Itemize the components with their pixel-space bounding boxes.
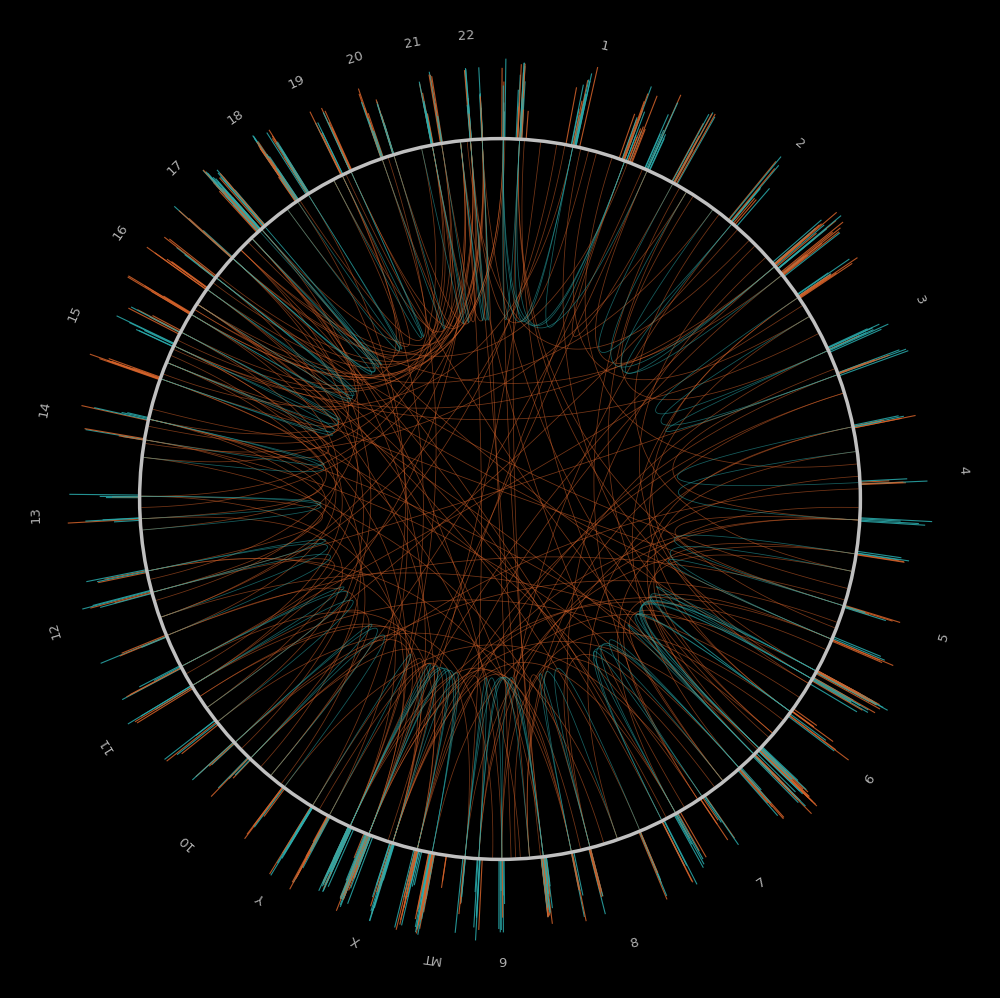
Text: 15: 15 (65, 303, 84, 323)
Text: 18: 18 (225, 107, 247, 127)
Text: 16: 16 (110, 222, 130, 243)
Text: X: X (349, 933, 362, 948)
Text: Y: Y (255, 890, 269, 905)
Text: MT: MT (420, 950, 442, 966)
Text: 4: 4 (957, 465, 970, 474)
Text: 22: 22 (457, 29, 475, 43)
Text: 20: 20 (345, 49, 365, 67)
Text: 1: 1 (599, 39, 610, 54)
Text: 8: 8 (628, 936, 640, 951)
Text: 2: 2 (792, 137, 807, 152)
Text: 12: 12 (46, 621, 63, 641)
Text: 10: 10 (176, 831, 197, 852)
Text: 14: 14 (36, 400, 52, 419)
Text: 9: 9 (498, 957, 507, 970)
Text: 21: 21 (403, 35, 422, 51)
Text: 19: 19 (286, 72, 307, 91)
Text: 3: 3 (912, 293, 927, 306)
Text: 5: 5 (936, 631, 951, 643)
Text: 13: 13 (29, 506, 43, 524)
Text: 7: 7 (754, 875, 768, 891)
Text: 17: 17 (164, 157, 185, 178)
Text: 11: 11 (96, 734, 116, 755)
Text: 6: 6 (863, 771, 878, 786)
